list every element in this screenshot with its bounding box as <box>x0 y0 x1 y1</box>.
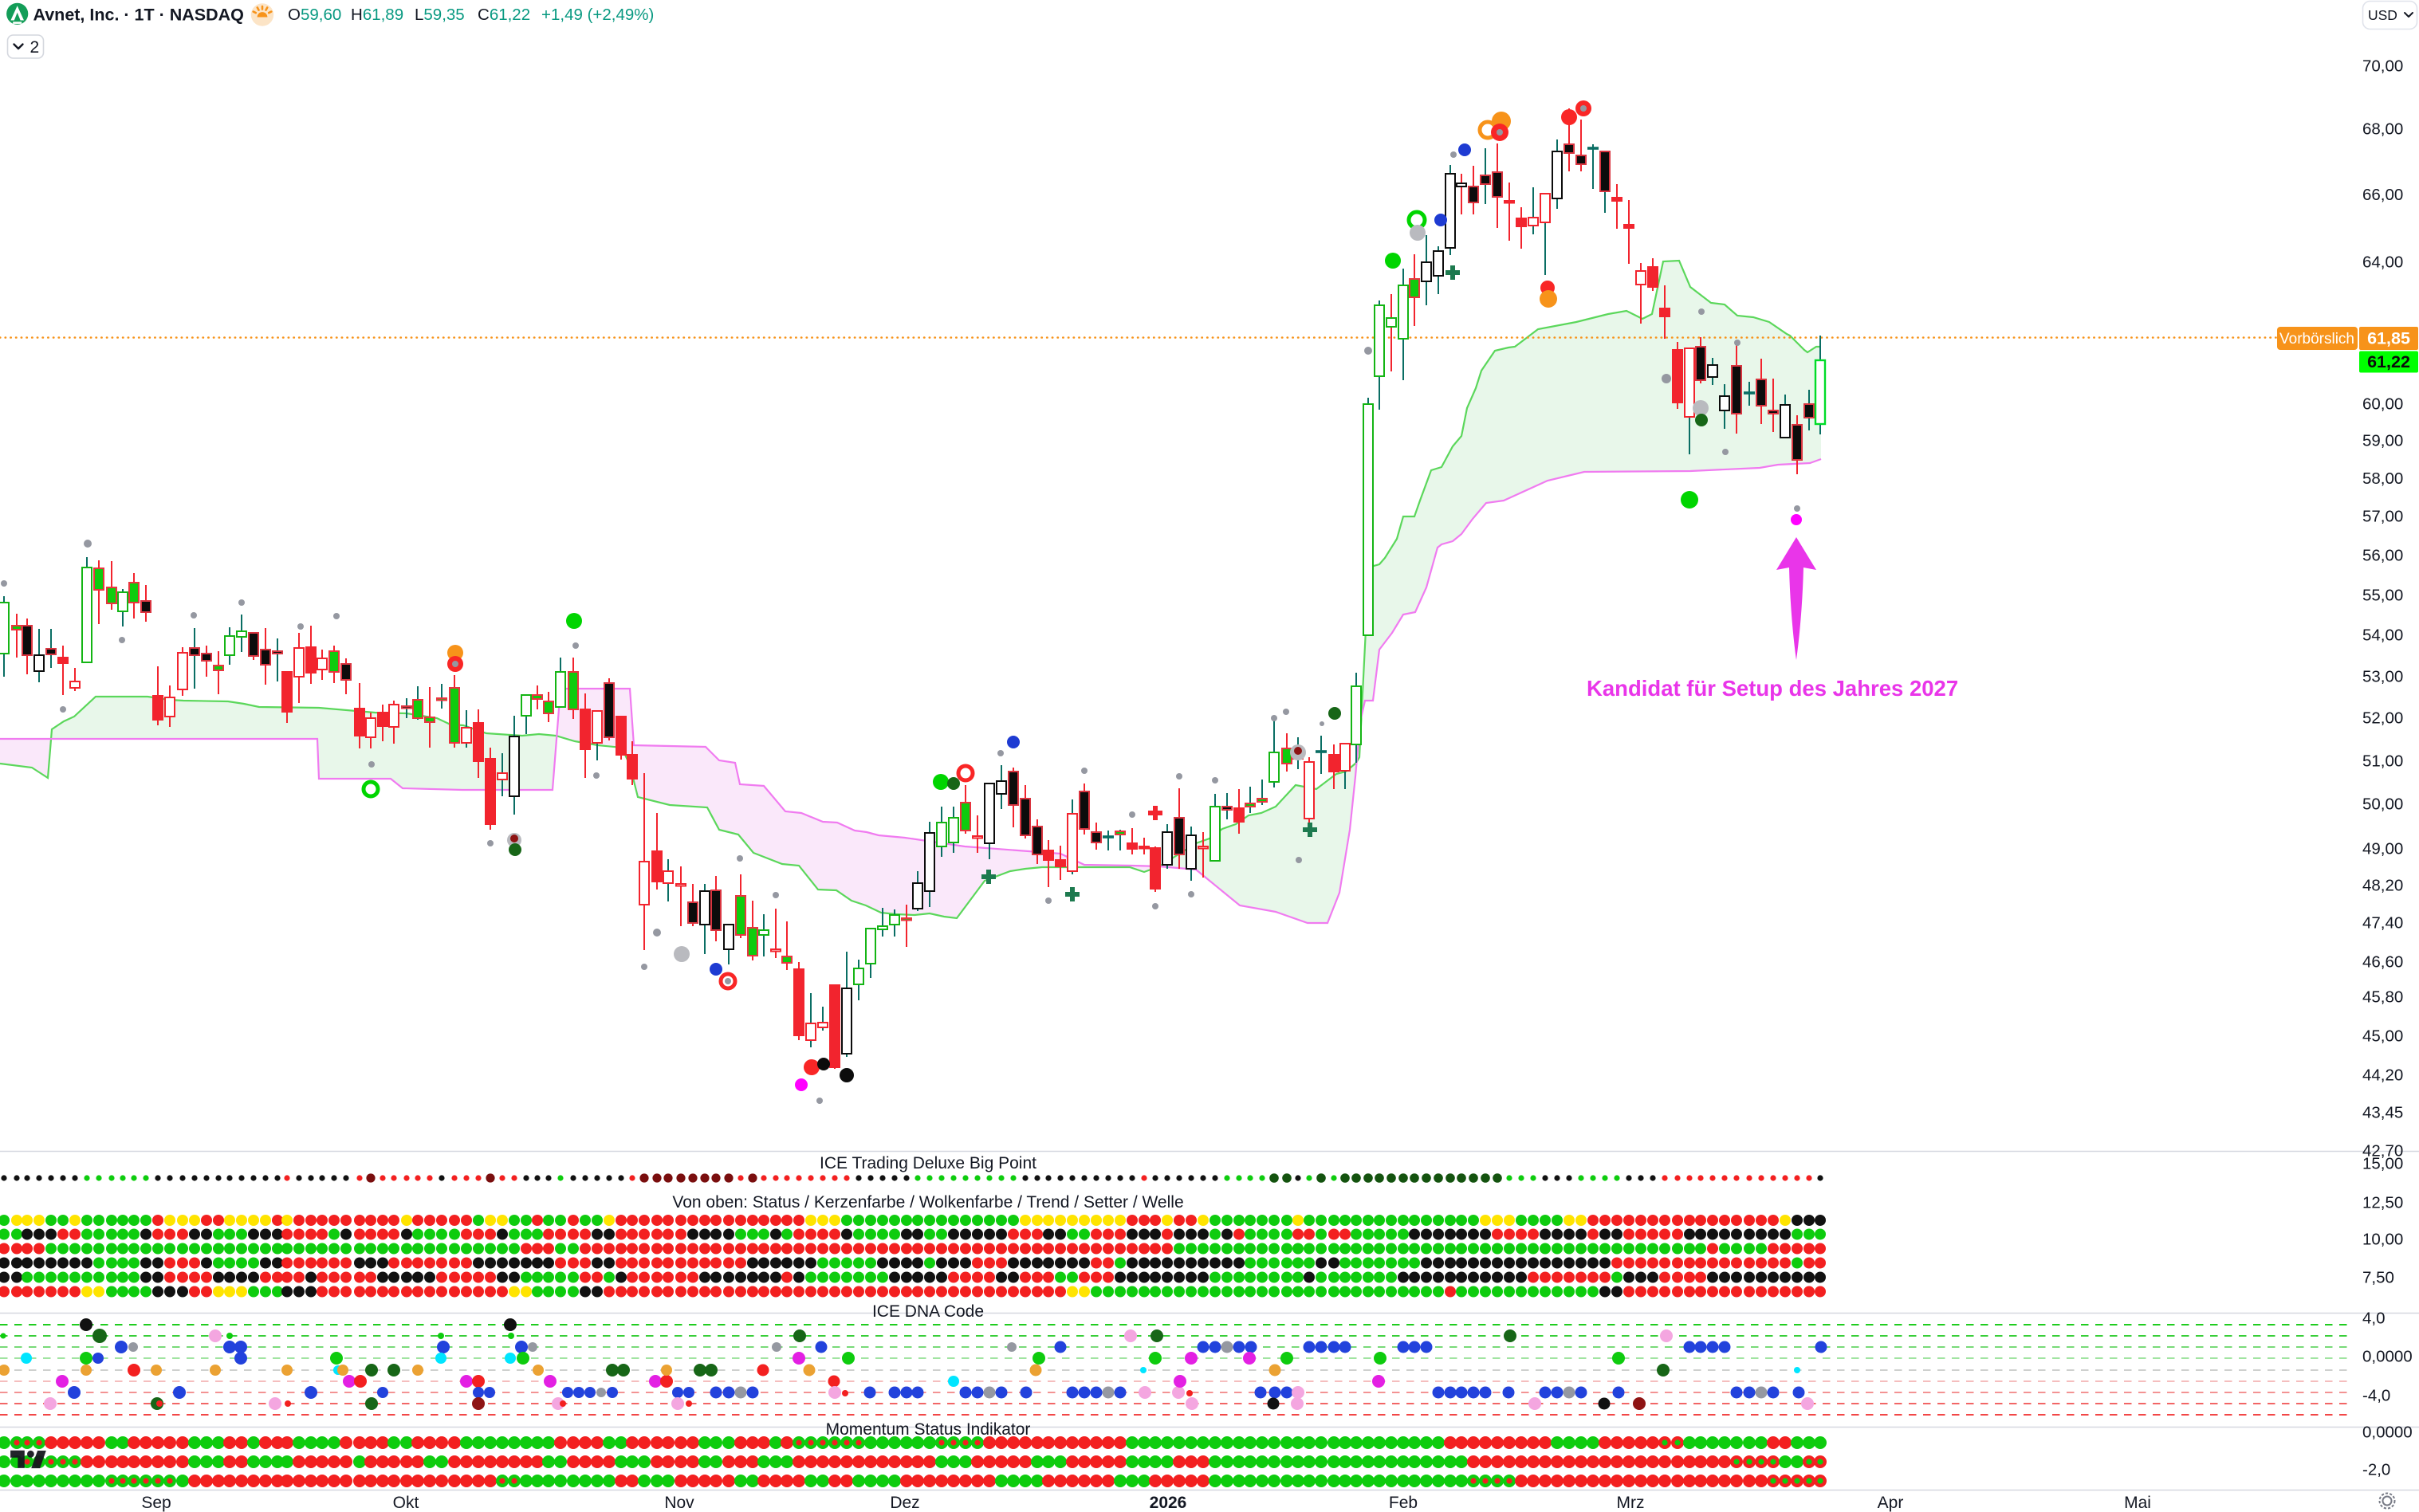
svg-text:66,00: 66,00 <box>2362 186 2403 204</box>
svg-text:Von oben: Status / Kerzenfarbe: Von oben: Status / Kerzenfarbe / Wolkenf… <box>672 1193 1183 1212</box>
svg-text:2026: 2026 <box>1150 1494 1187 1512</box>
svg-text:55,00: 55,00 <box>2362 587 2403 605</box>
svg-text:57,00: 57,00 <box>2362 508 2403 526</box>
svg-text:Sep: Sep <box>141 1494 171 1512</box>
svg-text:47,40: 47,40 <box>2362 914 2403 933</box>
svg-text:45,80: 45,80 <box>2362 988 2403 1007</box>
svg-text:70,00: 70,00 <box>2362 57 2403 76</box>
svg-text:Mrz: Mrz <box>1617 1494 1645 1512</box>
svg-text:50,00: 50,00 <box>2362 795 2403 814</box>
svg-text:USD: USD <box>2368 7 2397 23</box>
svg-text:12,50: 12,50 <box>2362 1194 2403 1212</box>
svg-text:52,00: 52,00 <box>2362 709 2403 728</box>
svg-text:H61,89: H61,89 <box>351 6 403 24</box>
svg-text:54,00: 54,00 <box>2362 626 2403 645</box>
svg-text:Kandidat für Setup des Jahres: Kandidat für Setup des Jahres 2027 <box>1587 676 1958 701</box>
svg-text:10,00: 10,00 <box>2362 1231 2403 1249</box>
svg-text:Vorbörslich: Vorbörslich <box>2279 331 2354 348</box>
svg-text:64,00: 64,00 <box>2362 253 2403 272</box>
svg-text:60,00: 60,00 <box>2362 395 2403 414</box>
svg-text:0,0000: 0,0000 <box>2362 1424 2413 1442</box>
svg-text:Okt: Okt <box>393 1494 419 1512</box>
svg-text:59,00: 59,00 <box>2362 432 2403 450</box>
svg-text:56,00: 56,00 <box>2362 547 2403 565</box>
svg-text:2: 2 <box>30 38 40 57</box>
svg-text:51,00: 51,00 <box>2362 752 2403 771</box>
svg-text:44,20: 44,20 <box>2362 1066 2403 1085</box>
svg-text:ICE Trading Deluxe Big Point: ICE Trading Deluxe Big Point <box>820 1154 1036 1172</box>
svg-text:15,00: 15,00 <box>2362 1155 2403 1173</box>
svg-text:49,00: 49,00 <box>2362 840 2403 858</box>
svg-text:68,00: 68,00 <box>2362 120 2403 139</box>
svg-text:Nov: Nov <box>664 1494 694 1512</box>
svg-text:Apr: Apr <box>1878 1494 1904 1512</box>
svg-text:61,85: 61,85 <box>2367 329 2410 348</box>
svg-text:ICE DNA Code: ICE DNA Code <box>872 1302 984 1321</box>
svg-text:48,20: 48,20 <box>2362 877 2403 895</box>
svg-text:Mai: Mai <box>2124 1494 2151 1512</box>
svg-text:Dez: Dez <box>890 1494 919 1512</box>
svg-text:4,0: 4,0 <box>2362 1310 2386 1328</box>
svg-text:Momentum Status Indikator: Momentum Status Indikator <box>826 1420 1031 1439</box>
svg-text:53,00: 53,00 <box>2362 668 2403 686</box>
svg-text:Feb: Feb <box>1389 1494 1418 1512</box>
svg-text:+1,49 (+2,49%): +1,49 (+2,49%) <box>541 6 654 24</box>
svg-text:46,60: 46,60 <box>2362 953 2403 972</box>
svg-text:0,0000: 0,0000 <box>2362 1348 2413 1366</box>
svg-text:Avnet, Inc. · 1T · NASDAQ: Avnet, Inc. · 1T · NASDAQ <box>33 6 244 25</box>
svg-text:45,00: 45,00 <box>2362 1027 2403 1046</box>
svg-text:42,70: 42,70 <box>2362 1142 2403 1161</box>
svg-text:C61,22: C61,22 <box>478 6 530 24</box>
svg-text:58,00: 58,00 <box>2362 469 2403 488</box>
svg-text:L59,35: L59,35 <box>415 6 465 24</box>
svg-text:-2,0: -2,0 <box>2362 1461 2390 1479</box>
svg-text:61,22: 61,22 <box>2367 352 2410 371</box>
svg-text:7,50: 7,50 <box>2362 1269 2394 1287</box>
svg-text:43,45: 43,45 <box>2362 1104 2403 1122</box>
svg-text:O59,60: O59,60 <box>288 6 341 24</box>
svg-text:-4,0: -4,0 <box>2362 1387 2390 1405</box>
